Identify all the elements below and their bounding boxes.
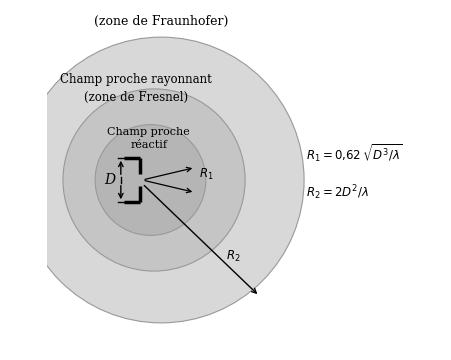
- Text: $R_1$: $R_1$: [199, 167, 213, 182]
- Text: (zone de Fraunhofer): (zone de Fraunhofer): [94, 14, 228, 27]
- Text: $R_2 = 2D^2/\lambda$: $R_2 = 2D^2/\lambda$: [306, 183, 369, 202]
- Text: Champ proche: Champ proche: [107, 127, 190, 137]
- Text: D: D: [104, 173, 115, 187]
- Text: Champ proche rayonnant: Champ proche rayonnant: [60, 73, 212, 86]
- Text: $R_2$: $R_2$: [226, 249, 240, 264]
- Text: réactif: réactif: [130, 140, 167, 150]
- Circle shape: [95, 125, 206, 235]
- Text: (zone de Fresnel): (zone de Fresnel): [84, 91, 188, 104]
- Text: $R_1 = 0{,}62\,\sqrt{D^3/\lambda}$: $R_1 = 0{,}62\,\sqrt{D^3/\lambda}$: [306, 142, 403, 164]
- Circle shape: [63, 89, 245, 271]
- Circle shape: [18, 37, 304, 323]
